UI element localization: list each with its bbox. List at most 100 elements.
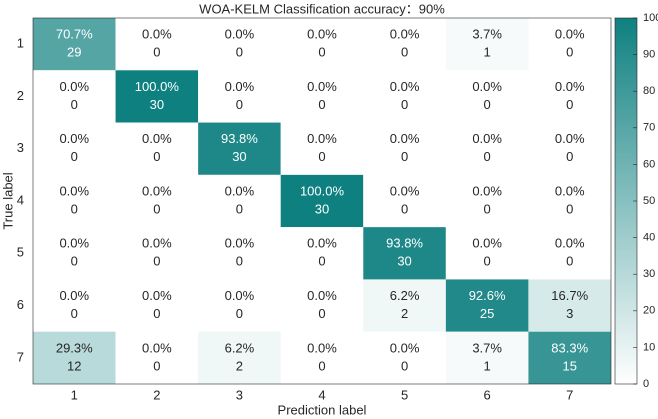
cell: [33, 18, 116, 71]
cell-count: 12: [67, 358, 81, 373]
cell: [528, 122, 611, 175]
cell-percent: 3.7%: [472, 27, 502, 42]
cell-count: 0: [318, 149, 325, 164]
cell-percent: 100.0%: [300, 183, 345, 198]
cell-percent: 0.0%: [307, 340, 337, 355]
cell-count: 0: [401, 201, 408, 216]
cell-count: 0: [153, 254, 160, 269]
cell-count: 0: [566, 149, 573, 164]
colorbar-tick-label: 0: [643, 378, 649, 390]
colorbar-tick-label: 40: [643, 232, 655, 244]
cell-percent: 0.0%: [59, 236, 89, 251]
cell-percent: 0.0%: [390, 183, 420, 198]
cell-count: 0: [236, 306, 243, 321]
cell-count: 0: [484, 254, 491, 269]
cell-percent: 0.0%: [390, 79, 420, 94]
y-axis-label: True label: [0, 172, 15, 229]
cell-percent: 0.0%: [307, 288, 337, 303]
chart-title: WOA-KELM Classification accuracy：90%: [199, 1, 445, 16]
cell: [280, 227, 364, 280]
cell-percent: 0.0%: [59, 183, 89, 198]
cell-count: 0: [318, 97, 325, 112]
cell-count: 0: [401, 45, 408, 60]
y-tick-label: 1: [17, 36, 24, 51]
cell: [445, 70, 529, 123]
cell: [280, 279, 364, 332]
cell-count: 0: [71, 97, 78, 112]
cell: [280, 122, 364, 175]
cell-count: 0: [566, 254, 573, 269]
colorbar-tick-label: 100: [643, 12, 658, 24]
cell-percent: 3.7%: [472, 340, 502, 355]
cell-count: 0: [153, 306, 160, 321]
cell: [363, 331, 446, 384]
cell: [445, 279, 529, 332]
x-tick-label: 4: [318, 387, 325, 402]
cell-count: 0: [236, 201, 243, 216]
x-tick-label: 6: [484, 387, 491, 402]
colorbar-tick-label: 10: [643, 341, 655, 353]
cell-count: 0: [484, 149, 491, 164]
cell-percent: 0.0%: [472, 79, 502, 94]
cell-percent: 16.7%: [551, 288, 588, 303]
cell: [115, 331, 199, 384]
colorbar-tick-label: 50: [643, 195, 655, 207]
cell: [115, 70, 199, 123]
cell: [363, 227, 446, 280]
x-tick-label: 7: [566, 387, 573, 402]
cell-percent: 0.0%: [555, 183, 585, 198]
cell-count: 0: [484, 97, 491, 112]
y-tick-label: 7: [17, 349, 24, 364]
colorbar-tick-label: 30: [643, 268, 655, 280]
cell-count: 0: [401, 97, 408, 112]
cell-percent: 0.0%: [555, 131, 585, 146]
cell: [528, 331, 611, 384]
colorbar-tick-label: 70: [643, 122, 655, 134]
cell-percent: 0.0%: [59, 79, 89, 94]
y-tick-label: 3: [17, 140, 24, 155]
cell-count: 0: [401, 358, 408, 373]
cell: [528, 70, 611, 123]
cell-percent: 0.0%: [555, 79, 585, 94]
cell: [363, 18, 446, 71]
cell-count: 0: [71, 306, 78, 321]
colorbar-tick-label: 80: [643, 85, 655, 97]
cell: [33, 122, 116, 175]
cell-percent: 93.8%: [221, 131, 258, 146]
cell-count: 0: [566, 45, 573, 60]
cell-count: 0: [153, 45, 160, 60]
cell-count: 0: [71, 254, 78, 269]
cell: [445, 331, 529, 384]
cell-percent: 0.0%: [142, 236, 172, 251]
cell-count: 0: [71, 201, 78, 216]
cell-percent: 0.0%: [390, 340, 420, 355]
cell: [198, 331, 281, 384]
cell-percent: 0.0%: [59, 288, 89, 303]
cell-count: 0: [401, 149, 408, 164]
cell-percent: 0.0%: [225, 183, 255, 198]
cell-percent: 0.0%: [307, 27, 337, 42]
cell: [445, 227, 529, 280]
cell-count: 15: [562, 358, 576, 373]
x-tick-label: 3: [236, 387, 243, 402]
cell: [33, 174, 116, 228]
x-tick-label: 2: [153, 387, 160, 402]
cell: [363, 70, 446, 123]
cell-percent: 0.0%: [472, 131, 502, 146]
cell: [363, 279, 446, 332]
cell-percent: 0.0%: [142, 131, 172, 146]
cell: [280, 70, 364, 123]
cell: [445, 174, 529, 228]
y-tick-label: 4: [17, 192, 24, 207]
cell-count: 3: [566, 306, 573, 321]
cell-percent: 0.0%: [225, 236, 255, 251]
cell-count: 1: [484, 358, 491, 373]
cell-percent: 0.0%: [307, 236, 337, 251]
cell-count: 30: [150, 97, 164, 112]
cell-percent: 83.3%: [551, 340, 588, 355]
cell-count: 30: [397, 254, 411, 269]
x-tick-label: 1: [71, 387, 78, 402]
cell-count: 0: [153, 201, 160, 216]
cell-percent: 100.0%: [135, 79, 180, 94]
